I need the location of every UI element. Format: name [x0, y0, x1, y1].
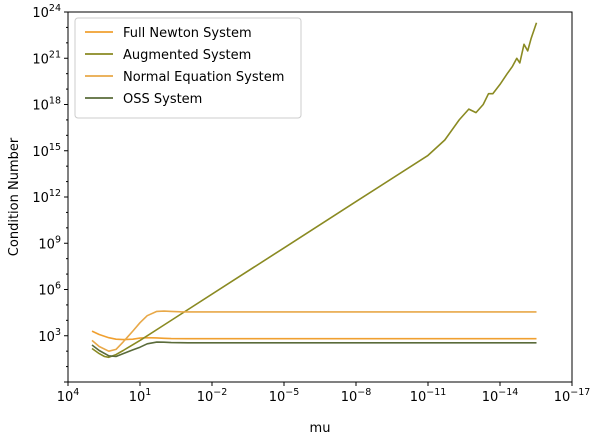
series-line — [91, 341, 537, 358]
series-line — [91, 330, 537, 341]
y-tick-label: 106 — [38, 281, 61, 299]
x-tick-label: 104 — [57, 387, 80, 405]
x-tick-label: 10−8 — [341, 387, 372, 405]
y-tick-label: 1015 — [32, 142, 61, 160]
series-line — [91, 22, 538, 359]
x-tick-label: 10−17 — [554, 387, 591, 405]
series-line — [91, 310, 537, 353]
legend: Full Newton System Augmented System Normal… — [74, 17, 302, 119]
x-tick-label: 101 — [129, 387, 152, 405]
y-tick-label: 1024 — [32, 3, 61, 21]
x-tick-label: 10−11 — [410, 387, 447, 405]
series-layer — [91, 22, 538, 359]
y-tick-label: 1012 — [32, 188, 61, 206]
x-tick-label: 10−2 — [197, 387, 228, 405]
y-axis: 103 106 109 1012 1015 1018 1021 1024 — [32, 3, 68, 383]
legend-label: Full Newton System — [123, 26, 252, 41]
legend-box — [74, 17, 302, 119]
x-axis-label: mu — [310, 421, 331, 436]
x-tick-label: 10−5 — [269, 387, 300, 405]
legend-label: OSS System — [123, 92, 202, 107]
legend-label: Normal Equation System — [123, 70, 284, 85]
legend-label: Augmented System — [123, 48, 251, 63]
x-tick-label: 10−14 — [482, 387, 519, 405]
y-axis-label: Condition Number — [7, 137, 22, 256]
x-axis: 104 101 10−2 10−5 10−8 10−11 10−14 10−17 — [57, 382, 591, 405]
y-tick-label: 103 — [38, 327, 61, 345]
y-tick-label: 1021 — [32, 49, 61, 67]
y-tick-label: 1018 — [32, 96, 61, 114]
y-tick-label: 109 — [38, 234, 61, 252]
